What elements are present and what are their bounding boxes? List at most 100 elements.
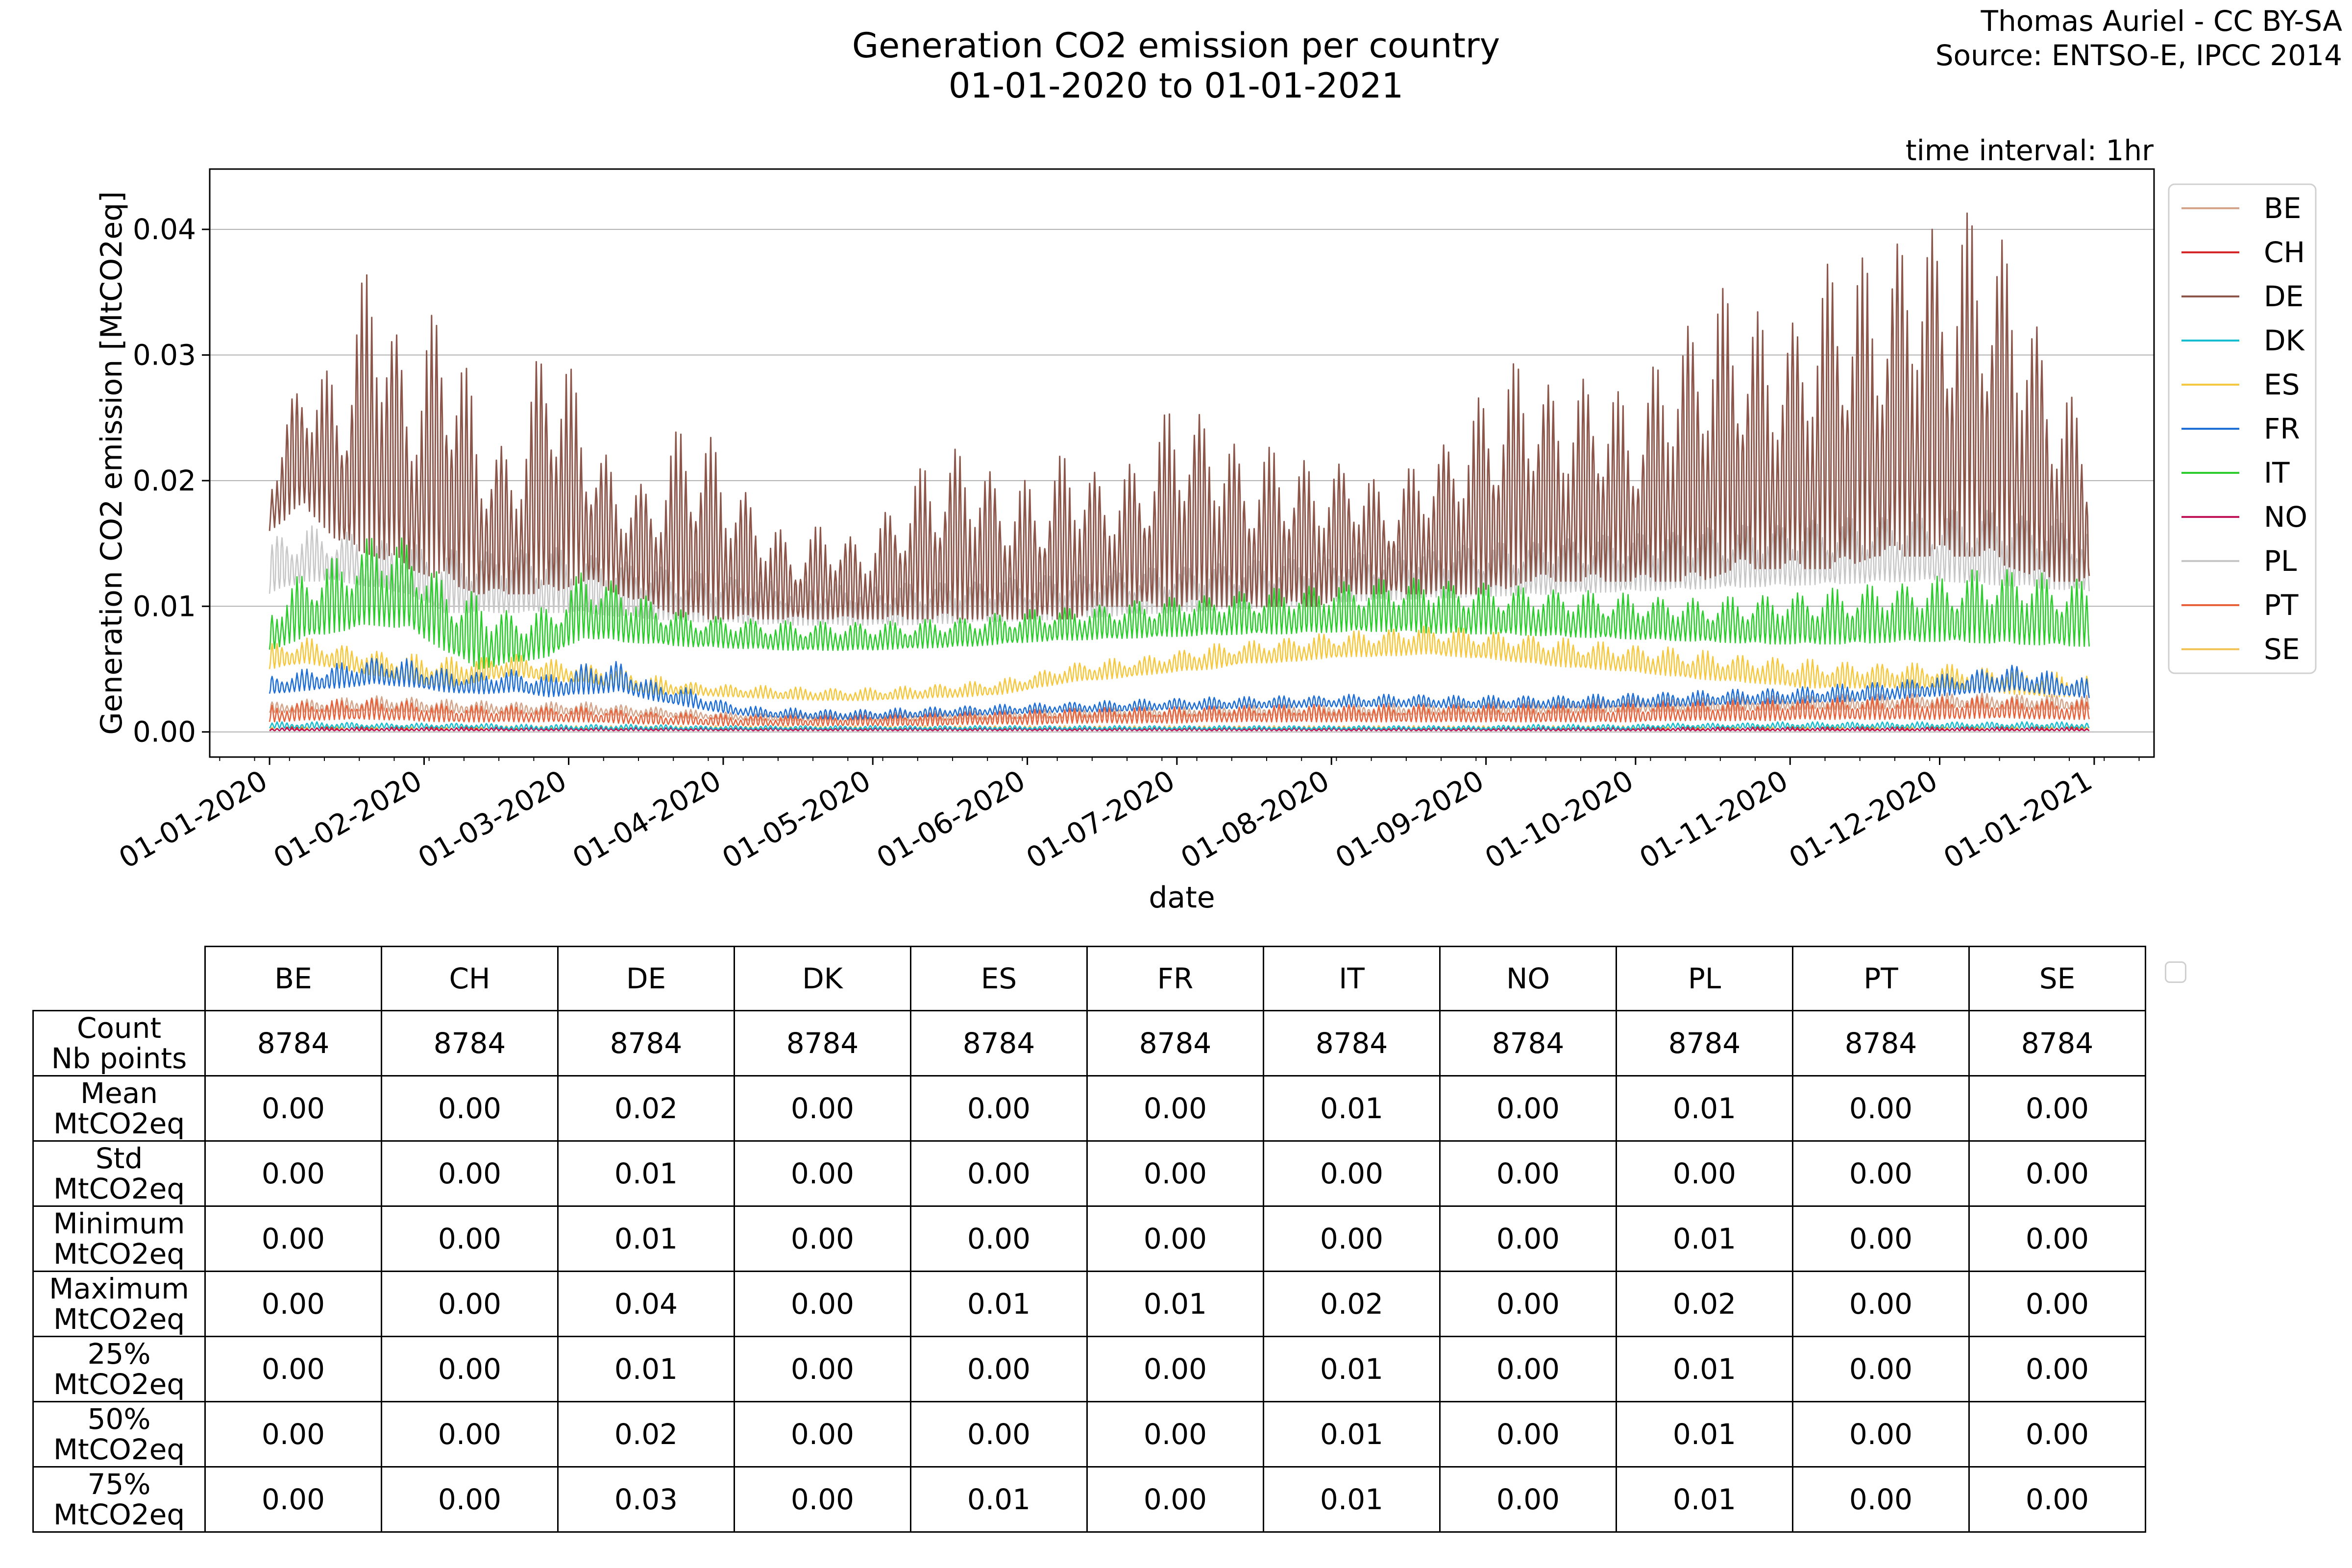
stats-cell: 0.00 <box>910 1401 1088 1468</box>
stats-cell: 0.01 <box>1263 1466 1441 1533</box>
stats-cell: 0.00 <box>734 1401 911 1468</box>
stats-cell: 0.00 <box>204 1336 382 1402</box>
stats-cell: 0.00 <box>910 1075 1088 1142</box>
legend-item-pt: PT <box>2181 588 2299 622</box>
stats-row-unit: MtCO2eq <box>53 1172 185 1205</box>
stats-cell: 0.01 <box>1086 1271 1264 1337</box>
legend-item-fr: FR <box>2181 412 2300 445</box>
stats-column-header: NO <box>1439 946 1617 1011</box>
legend-label: PL <box>2264 544 2297 578</box>
stats-cell: 0.00 <box>1439 1466 1617 1533</box>
legend-label: PT <box>2264 588 2299 622</box>
stats-column-header: DK <box>734 946 911 1011</box>
stats-cell: 8784 <box>910 1010 1088 1077</box>
legend-label: FR <box>2264 412 2300 445</box>
y-tick-label: 0.01 <box>133 589 196 623</box>
stats-cell: 0.00 <box>1792 1140 1970 1207</box>
stats-cell: 0.00 <box>734 1205 911 1272</box>
stats-cell: 0.00 <box>910 1336 1088 1402</box>
series-line-fr <box>269 658 2090 720</box>
chart-subtitle: 01-01-2020 to 01-01-2021 <box>949 66 1403 106</box>
legend: BE CH DE DK ES FR IT NO PL PT SE <box>2168 183 2317 674</box>
legend-item-no: NO <box>2181 500 2307 534</box>
x-tick-label: 01-09-2020 <box>1330 763 1490 875</box>
x-tick-label: 01-01-2020 <box>113 763 273 875</box>
stats-cell: 8784 <box>557 1010 735 1077</box>
series-line-pt <box>269 696 2090 727</box>
stats-row: 50% MtCO2eq 0.00 0.00 0.02 0.00 0.00 0.00 0.01 0.… <box>32 1401 2146 1468</box>
legend-item-es: ES <box>2181 368 2300 401</box>
legend-label: CH <box>2264 236 2305 269</box>
stats-cell: 0.00 <box>1263 1140 1441 1207</box>
stats-cell: 0.00 <box>1968 1205 2146 1272</box>
stats-cell: 8784 <box>1616 1010 1793 1077</box>
stats-cell: 0.00 <box>734 1271 911 1337</box>
stats-cell: 0.01 <box>557 1140 735 1207</box>
credit-author: Thomas Auriel - CC BY-SA <box>1981 4 2343 38</box>
x-tick-label: 01-06-2020 <box>871 763 1031 875</box>
stats-cell: 0.00 <box>1792 1466 1970 1533</box>
stats-row-unit: MtCO2eq <box>53 1302 185 1336</box>
stats-cell: 0.01 <box>1616 1205 1793 1272</box>
stats-cell: 0.00 <box>1792 1336 1970 1402</box>
legend-label: ES <box>2264 368 2300 401</box>
series-line-be <box>269 692 2090 721</box>
stats-row-header: Minimum MtCO2eq <box>32 1205 206 1272</box>
x-tick-label: 01-12-2020 <box>1784 763 1943 875</box>
stats-cell: 8784 <box>1968 1010 2146 1077</box>
stats-cell: 0.00 <box>381 1401 559 1468</box>
stats-cell: 0.00 <box>1439 1336 1617 1402</box>
legend-box <box>2168 183 2317 674</box>
stats-cell: 0.00 <box>1792 1075 1970 1142</box>
stats-cell: 0.01 <box>1616 1401 1793 1468</box>
stats-cell: 0.00 <box>910 1140 1088 1207</box>
stats-cell: 0.00 <box>734 1140 911 1207</box>
stats-cell: 0.00 <box>1086 1466 1264 1533</box>
x-tick-label: 01-10-2020 <box>1479 763 1639 875</box>
stats-cell: 0.00 <box>1616 1140 1793 1207</box>
stats-row-unit: MtCO2eq <box>53 1237 185 1271</box>
stats-cell: 8784 <box>1439 1010 1617 1077</box>
legend-item-pl: PL <box>2181 544 2297 578</box>
stats-row-label: 25% <box>87 1337 151 1371</box>
stats-row-label: Minimum <box>53 1207 185 1240</box>
legend-label: DK <box>2264 324 2305 357</box>
stats-row-label: Maximum <box>49 1272 189 1305</box>
y-tick-label: 0.04 <box>133 213 196 246</box>
stats-column-header: IT <box>1263 946 1441 1011</box>
table-legend-checkbox[interactable] <box>2165 961 2186 983</box>
series-line-no <box>269 727 2090 732</box>
stats-cell: 0.00 <box>204 1075 382 1142</box>
stats-cell: 0.00 <box>910 1205 1088 1272</box>
stats-cell: 8784 <box>1086 1010 1264 1077</box>
stats-row: 75% MtCO2eq 0.00 0.00 0.03 0.00 0.01 0.00 0.01 0.… <box>32 1466 2146 1533</box>
stats-cell: 0.00 <box>1439 1075 1617 1142</box>
stats-cell: 0.01 <box>910 1271 1088 1337</box>
stats-row-header: 25% MtCO2eq <box>32 1336 206 1402</box>
legend-item-ch: CH <box>2181 236 2305 269</box>
stats-row: 25% MtCO2eq 0.00 0.00 0.01 0.00 0.00 0.00 0.01 0.… <box>32 1336 2146 1402</box>
stats-cell: 0.00 <box>204 1401 382 1468</box>
stats-cell: 0.00 <box>1263 1205 1441 1272</box>
stats-column-header: ES <box>910 946 1088 1011</box>
stats-cell: 8784 <box>381 1010 559 1077</box>
stats-row-unit: MtCO2eq <box>53 1107 185 1140</box>
stats-cell: 0.00 <box>204 1140 382 1207</box>
stats-cell: 0.00 <box>1968 1466 2146 1533</box>
time-interval-annotation: time interval: 1hr <box>1906 134 2154 167</box>
stats-column-header: DE <box>557 946 735 1011</box>
stats-column-header: BE <box>204 946 382 1011</box>
stats-row-header: Mean MtCO2eq <box>32 1075 206 1142</box>
stats-cell: 0.00 <box>204 1205 382 1272</box>
stats-cell: 0.03 <box>557 1466 735 1533</box>
stats-cell: 0.01 <box>1263 1401 1441 1468</box>
y-tick-label: 0.03 <box>133 338 196 371</box>
stats-cell: 0.00 <box>1968 1271 2146 1337</box>
legend-items: BE CH DE DK ES FR IT NO PL PT SE <box>2181 192 2307 666</box>
stats-cell: 0.00 <box>381 1336 559 1402</box>
legend-item-be: BE <box>2181 192 2301 225</box>
stats-row-unit: MtCO2eq <box>53 1433 185 1466</box>
stats-row-header: Maximum MtCO2eq <box>32 1271 206 1337</box>
stats-cell: 0.01 <box>910 1466 1088 1533</box>
x-tick-label: 01-02-2020 <box>268 763 428 875</box>
